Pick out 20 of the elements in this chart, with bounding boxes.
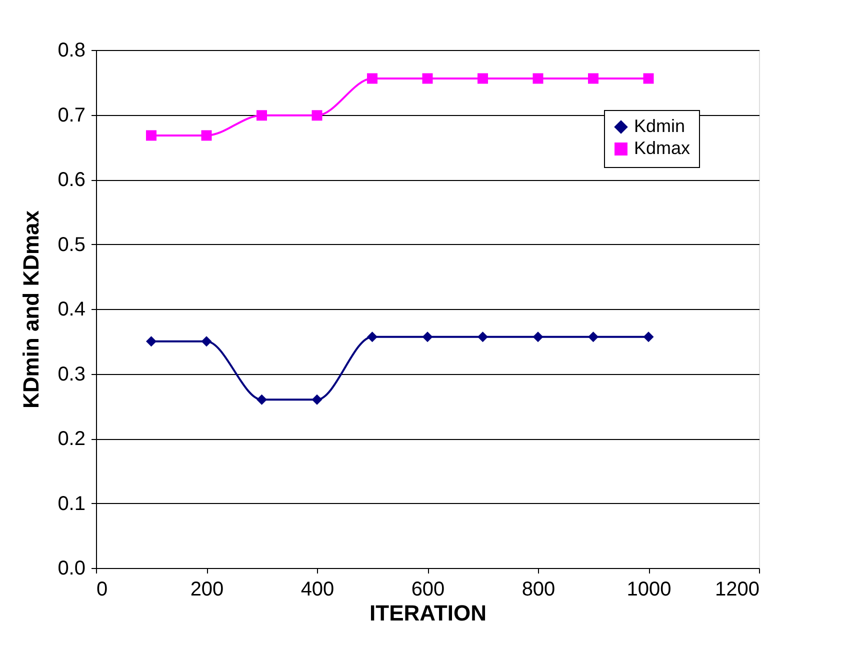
x-tick-label: 1000 (626, 578, 672, 600)
y-axis-title: KDmin and KDmax (18, 210, 44, 409)
y-tick-label: 0.5 (58, 234, 86, 256)
x-tick-label: 600 (411, 578, 445, 600)
legend-label: Kdmin (634, 116, 686, 136)
y-tick-label: 0.7 (58, 104, 86, 126)
x-axis-title: ITERATION (370, 600, 486, 626)
x-tick-label: 400 (300, 578, 334, 600)
y-tick-label: 0.2 (58, 428, 86, 450)
x-tick-label: 0 (96, 578, 108, 600)
y-tick-label: 0.4 (58, 298, 86, 320)
y-tick-label: 0.8 (58, 40, 86, 62)
x-tick-label: 200 (190, 578, 224, 600)
x-tick-label: 1200 (715, 578, 760, 600)
y-tick-label: 0.0 (58, 558, 86, 580)
y-tick-label: 0.1 (58, 492, 86, 515)
x-tick-label: 800 (522, 578, 556, 600)
legend-label: Kdmax (634, 138, 690, 158)
y-tick-label: 0.3 (58, 363, 86, 386)
y-tick-label: 0.6 (58, 169, 86, 191)
